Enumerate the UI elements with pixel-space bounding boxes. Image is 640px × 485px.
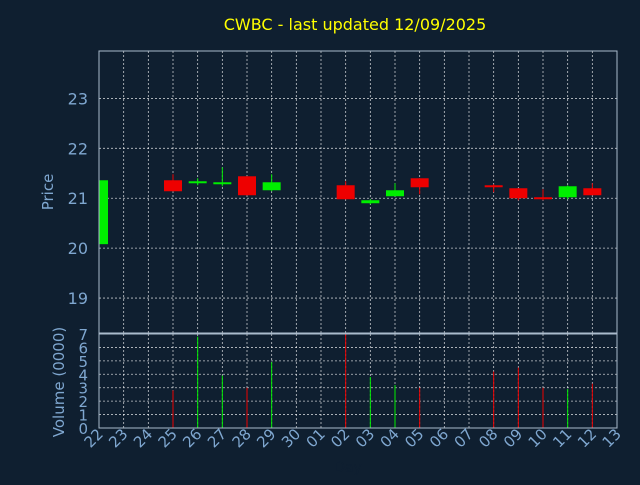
volume-tick-label: 0	[78, 420, 88, 438]
price-axis-label: Price	[39, 174, 57, 211]
volume-tick-label: 4	[78, 366, 88, 384]
price-tick-label: 19	[68, 289, 88, 308]
candle-body	[583, 188, 602, 196]
candle-body	[188, 181, 207, 184]
candle-body	[484, 185, 503, 188]
candle-body	[386, 190, 404, 197]
candle-body	[534, 197, 552, 200]
volume-tick-label: 3	[78, 380, 88, 398]
chart-title: CWBC - last updated 12/09/2025	[224, 15, 487, 34]
candle-body	[509, 188, 528, 199]
candle-body	[336, 185, 355, 200]
volume-axis-label: Volume (0000)	[50, 327, 68, 437]
candle-body	[99, 180, 108, 245]
price-tick-label: 23	[68, 89, 88, 108]
candle-body	[410, 178, 429, 188]
x-axis-label: Day	[334, 460, 362, 476]
volume-bars	[172, 334, 593, 428]
volume-tick-label: 2	[78, 393, 88, 411]
candle-body	[164, 180, 182, 192]
candle-body	[361, 200, 380, 204]
volume-tick-label: 1	[78, 407, 88, 425]
price-frame	[98, 50, 618, 334]
volume-frame	[98, 333, 618, 429]
volume-tick-label: 6	[78, 339, 88, 357]
price-tick-label: 22	[68, 139, 88, 158]
volume-tick-label: 5	[78, 353, 88, 371]
price-tick-label: 20	[68, 239, 88, 258]
price-candles	[98, 167, 602, 245]
candle-body	[213, 182, 232, 185]
candle-body	[262, 182, 281, 191]
candle-body	[558, 186, 577, 198]
candle-body	[238, 176, 256, 196]
volume-tick-label: 7	[78, 326, 88, 344]
price-tick-label: 21	[68, 189, 88, 208]
